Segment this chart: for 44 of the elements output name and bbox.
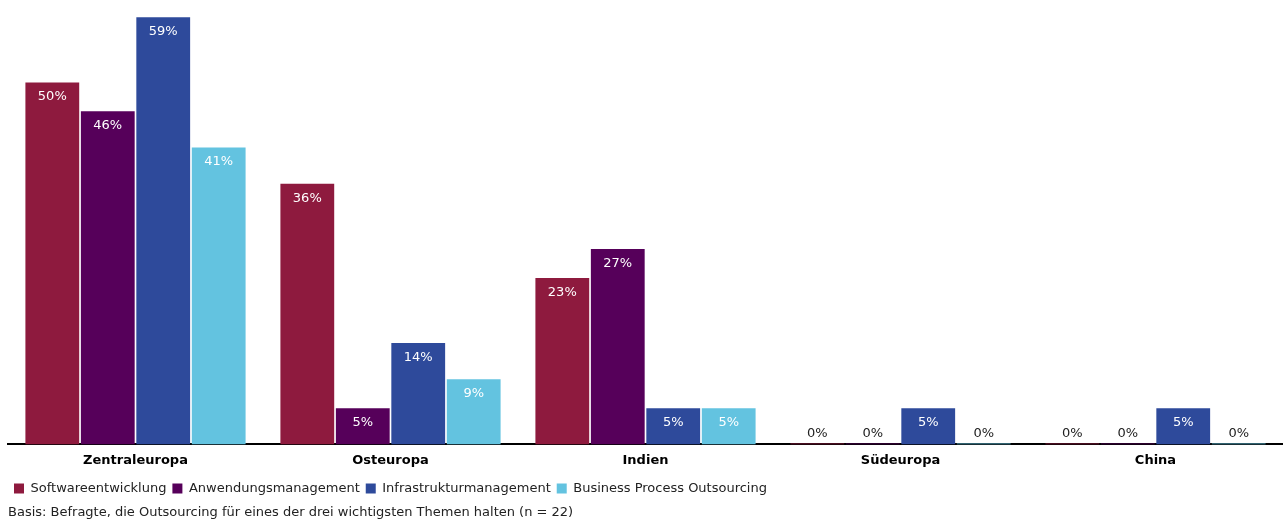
- bar: [80, 111, 135, 445]
- data-label: 46%: [93, 117, 123, 133]
- x-tick-label: Osteuropa: [352, 451, 429, 467]
- bar: [646, 408, 701, 445]
- x-tick-label: Südeuropa: [860, 451, 941, 467]
- legend-label: Infrastrukturmanagement: [382, 479, 551, 495]
- bar: [136, 17, 191, 445]
- data-label: 0%: [1228, 425, 1250, 441]
- data-label: 5%: [917, 414, 939, 430]
- data-label: 0%: [973, 425, 995, 441]
- data-label: 23%: [547, 283, 577, 299]
- bar: [590, 248, 645, 445]
- data-label: 0%: [862, 425, 884, 441]
- data-label: 5%: [1172, 414, 1194, 430]
- data-label: 27%: [603, 254, 633, 270]
- data-label: 5%: [662, 414, 684, 430]
- bar: [335, 408, 390, 445]
- data-label: 41%: [204, 153, 234, 169]
- bar: [391, 343, 446, 445]
- bar: [701, 408, 756, 445]
- bar: [901, 408, 956, 445]
- bar: [25, 82, 80, 445]
- bar: [535, 277, 590, 445]
- data-label: 0%: [1117, 425, 1139, 441]
- x-tick-label: Indien: [622, 451, 669, 467]
- bar: [280, 183, 335, 445]
- x-tick-label: Zentraleuropa: [83, 451, 188, 467]
- x-tick-label: China: [1134, 451, 1177, 467]
- data-label: 0%: [806, 425, 828, 441]
- text: Basis: Befragte, die Outsourcing für eines der drei wichtigsten Themen halten (n = 22): [8, 504, 574, 519]
- data-label: 59%: [148, 23, 178, 39]
- data-label: 50%: [37, 88, 67, 104]
- bar: [446, 379, 501, 445]
- bar: [1156, 408, 1211, 445]
- data-label: 14%: [403, 348, 433, 364]
- bar: [191, 147, 246, 445]
- data-label: 5%: [352, 414, 374, 430]
- data-label: 36%: [292, 189, 322, 205]
- legend-label: Softwareentwicklung: [30, 479, 167, 495]
- data-label: 9%: [463, 385, 485, 401]
- legend-label: Business Process Outsourcing: [573, 479, 767, 495]
- data-label: 0%: [1061, 425, 1083, 441]
- data-label: 5%: [718, 414, 740, 430]
- legend-label: Anwendungsmanagement: [188, 479, 360, 495]
